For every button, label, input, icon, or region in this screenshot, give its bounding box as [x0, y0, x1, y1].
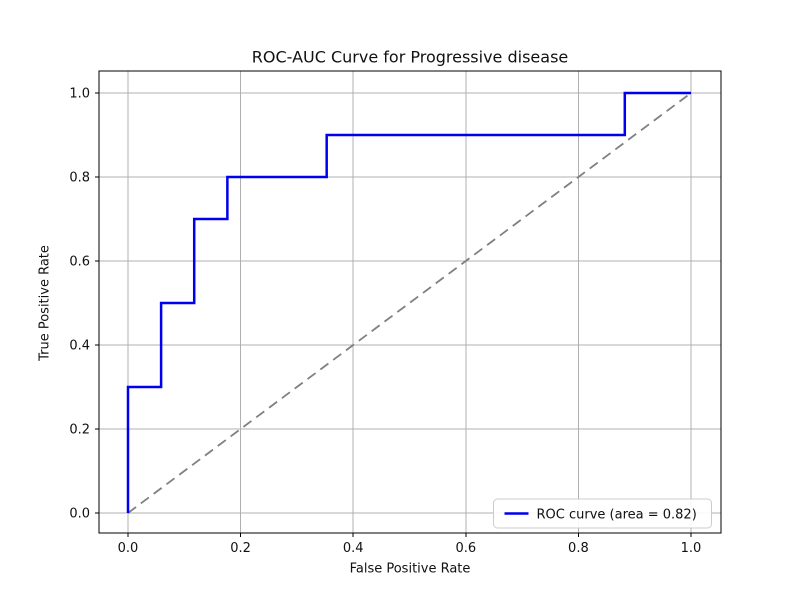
legend-box [493, 498, 712, 529]
x-tick-label: 0.2 [230, 541, 251, 556]
x-tick-label: 0.6 [455, 541, 476, 556]
y-tick-label: 0.0 [69, 507, 90, 522]
y-tick-label: 0.6 [69, 255, 90, 270]
x-tick-label: 0.4 [343, 541, 364, 556]
y-tick-label: 0.2 [69, 423, 90, 438]
x-tick-label: 0.8 [568, 541, 589, 556]
roc-curve-line [126, 91, 691, 513]
chance-diagonal-line [127, 92, 692, 514]
x-tick-label: 0.0 [118, 541, 139, 556]
x-tick-label: 1.0 [681, 541, 702, 556]
y-tick-label: 1.0 [69, 87, 90, 102]
plot-border [98, 70, 722, 534]
y-tick-label: 0.8 [69, 171, 90, 186]
y-tick-label: 0.4 [69, 339, 90, 354]
